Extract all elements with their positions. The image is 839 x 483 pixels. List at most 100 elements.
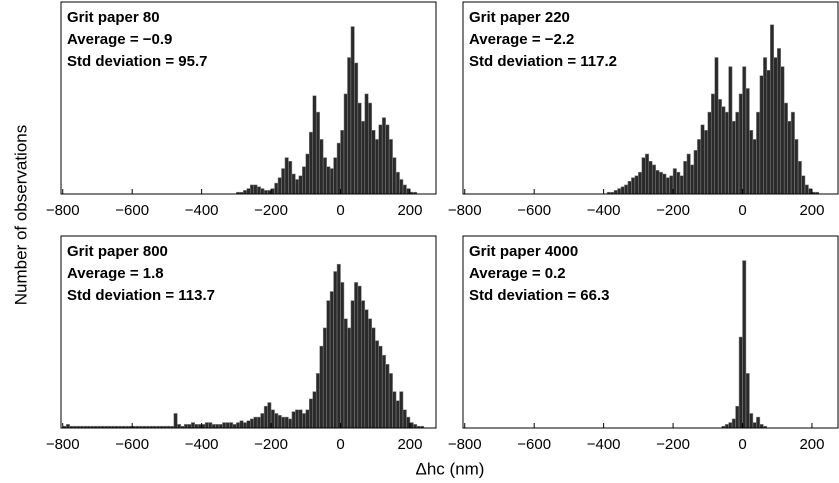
histogram-bar <box>243 422 248 429</box>
histogram-bar <box>749 130 754 195</box>
histogram-bar <box>295 409 300 429</box>
x-tick-label: −200 <box>656 436 690 453</box>
x-tick-label: −800 <box>448 436 482 453</box>
histogram-bar <box>270 188 275 195</box>
histogram-bar <box>243 190 248 195</box>
histogram-bar <box>281 416 286 429</box>
histogram-bar <box>655 170 660 195</box>
histogram-bar <box>211 424 216 429</box>
panel: −800 −600 −400 −200 0 200 Grit paper 4000 Avera… <box>448 235 839 453</box>
histogram-bar <box>662 173 667 195</box>
histogram-bar <box>780 66 785 195</box>
histogram-bar <box>326 166 331 195</box>
x-tick-label: −600 <box>115 436 149 453</box>
histogram-bar <box>388 139 393 195</box>
histogram-bar <box>343 93 348 195</box>
histogram-bar <box>354 62 359 195</box>
histogram-bar <box>721 106 726 195</box>
histogram-bar <box>333 157 338 195</box>
histogram-bar <box>291 411 296 429</box>
histogram-bar <box>672 168 677 195</box>
annotation: Grit paper 4000 <box>469 243 578 260</box>
histogram-bar <box>676 171 681 195</box>
histogram-bar <box>770 24 775 195</box>
histogram-bar <box>714 57 719 195</box>
histogram-bar <box>745 373 750 429</box>
histogram-bar <box>624 184 629 195</box>
histogram-bar <box>690 164 695 195</box>
histogram-bar <box>364 309 369 429</box>
histogram-bar <box>745 88 750 195</box>
x-tick-label: −600 <box>115 202 149 219</box>
histogram-bar <box>371 327 376 429</box>
histogram-bar <box>364 93 369 195</box>
panel: −800 −600 −400 −200 0 200 Grit paper 800 Averag… <box>46 235 437 453</box>
histogram-bar <box>274 182 279 195</box>
panel-frame <box>60 1 437 195</box>
histogram-bar <box>263 190 268 195</box>
histogram-bar <box>354 282 359 429</box>
x-tick-label: −200 <box>656 202 690 219</box>
histogram-bar <box>322 157 327 195</box>
histogram-bar <box>738 93 743 195</box>
histogram-bar <box>669 175 674 195</box>
histogram-bar <box>218 424 223 429</box>
histogram-bar <box>368 102 373 195</box>
histogram-bar <box>177 424 182 429</box>
x-tick-label: −400 <box>587 436 621 453</box>
histogram-bar <box>392 157 397 195</box>
histogram-bar <box>763 57 768 195</box>
histogram-bar <box>735 405 740 429</box>
histogram-bar <box>329 168 334 195</box>
histogram-bar <box>361 120 366 195</box>
histogram-bar <box>246 188 251 195</box>
histogram-bar <box>322 327 327 429</box>
histogram-bar <box>312 95 317 195</box>
histogram-bar <box>350 26 355 195</box>
y-axis-label: Number of observations <box>11 125 30 305</box>
histogram-bar <box>724 424 729 429</box>
histogram-bar <box>645 153 650 195</box>
x-tick-label: −400 <box>587 202 621 219</box>
x-tick-label: −600 <box>517 202 551 219</box>
histogram-bar <box>731 418 736 429</box>
histogram-bar <box>187 424 192 429</box>
histogram-bar <box>302 166 307 195</box>
histogram-bar <box>651 164 656 195</box>
histogram-bar <box>333 271 338 429</box>
histogram-bar <box>315 111 320 195</box>
histogram-bar <box>298 175 303 195</box>
histogram-bar <box>336 142 341 195</box>
histogram-bar <box>613 190 618 195</box>
histogram-bar <box>409 422 414 429</box>
histogram-bar <box>222 422 227 429</box>
histogram-bar <box>309 131 313 195</box>
x-tick-label: −800 <box>448 202 482 219</box>
x-tick-label: 0 <box>738 436 746 453</box>
histogram-bar <box>620 186 625 195</box>
histogram-bar <box>381 354 386 429</box>
annotation: Std deviation = 113.7 <box>67 287 215 304</box>
histogram-bar <box>790 111 795 195</box>
histogram-bar <box>208 422 213 429</box>
panel: −800 −600 −400 −200 0 200 Grit paper 220 Averag… <box>448 1 839 219</box>
histogram-bar <box>402 184 407 195</box>
panel: −800 −600 −400 −200 0 200 Grit paper 80 Average… <box>46 1 437 219</box>
histogram-bar <box>302 413 307 429</box>
x-tick-label: 0 <box>738 202 746 219</box>
histogram-bar <box>648 160 653 195</box>
histogram-bar <box>267 190 272 195</box>
histogram-bar <box>749 413 754 429</box>
histogram-bar <box>641 157 646 195</box>
histogram-bar <box>190 422 195 429</box>
histogram-bar <box>385 124 390 195</box>
annotation: Std deviation = 95.7 <box>67 53 207 70</box>
annotation: Grit paper 80 <box>67 9 160 26</box>
histogram-bar <box>229 422 234 429</box>
histogram-bar <box>277 177 282 195</box>
histogram-bar <box>239 420 244 429</box>
histogram-bar <box>371 130 376 195</box>
histogram-bar <box>759 424 764 429</box>
x-tick-label: −200 <box>254 202 288 219</box>
histogram-bar <box>256 416 261 429</box>
